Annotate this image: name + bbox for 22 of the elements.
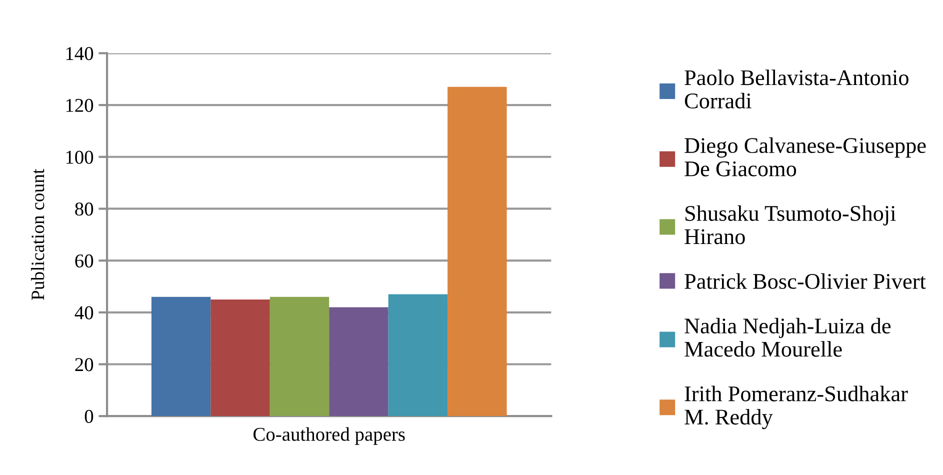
y-tick-label: 60 bbox=[75, 254, 94, 268]
y-tick-label: 100 bbox=[66, 150, 94, 164]
bar bbox=[329, 307, 388, 416]
y-tick-label: 120 bbox=[66, 98, 94, 112]
legend-label: Shusaku Tsumoto-Shoji Hirano bbox=[684, 205, 896, 244]
bar bbox=[388, 294, 448, 416]
y-tick-label: 80 bbox=[75, 202, 94, 216]
y-tick-label: 40 bbox=[74, 306, 94, 320]
legend-label: Nadia Nedjah-Luiza de Macedo Mourelle bbox=[684, 318, 891, 357]
y-tick-label: 140 bbox=[66, 47, 94, 60]
bar bbox=[270, 296, 330, 416]
y-tick-label: 20 bbox=[75, 358, 94, 372]
bar bbox=[448, 86, 507, 416]
legend-label: Patrick Bosc-Olivier Pivert bbox=[684, 273, 926, 289]
legend-label: Paolo Bellavista-Antonio Corradi bbox=[684, 70, 908, 108]
bar bbox=[151, 296, 211, 416]
legend-label: Irith Pomeranz-Sudhakar M. Reddy bbox=[684, 386, 908, 430]
y-axis-title: Publication count bbox=[31, 168, 44, 300]
legend-label: Diego Calvanese-Giuseppe De Giacomo bbox=[684, 137, 926, 176]
x-tick-label: Co-authored papers bbox=[254, 427, 405, 445]
y-tick-label: 0 bbox=[84, 410, 94, 424]
bar bbox=[210, 299, 270, 416]
